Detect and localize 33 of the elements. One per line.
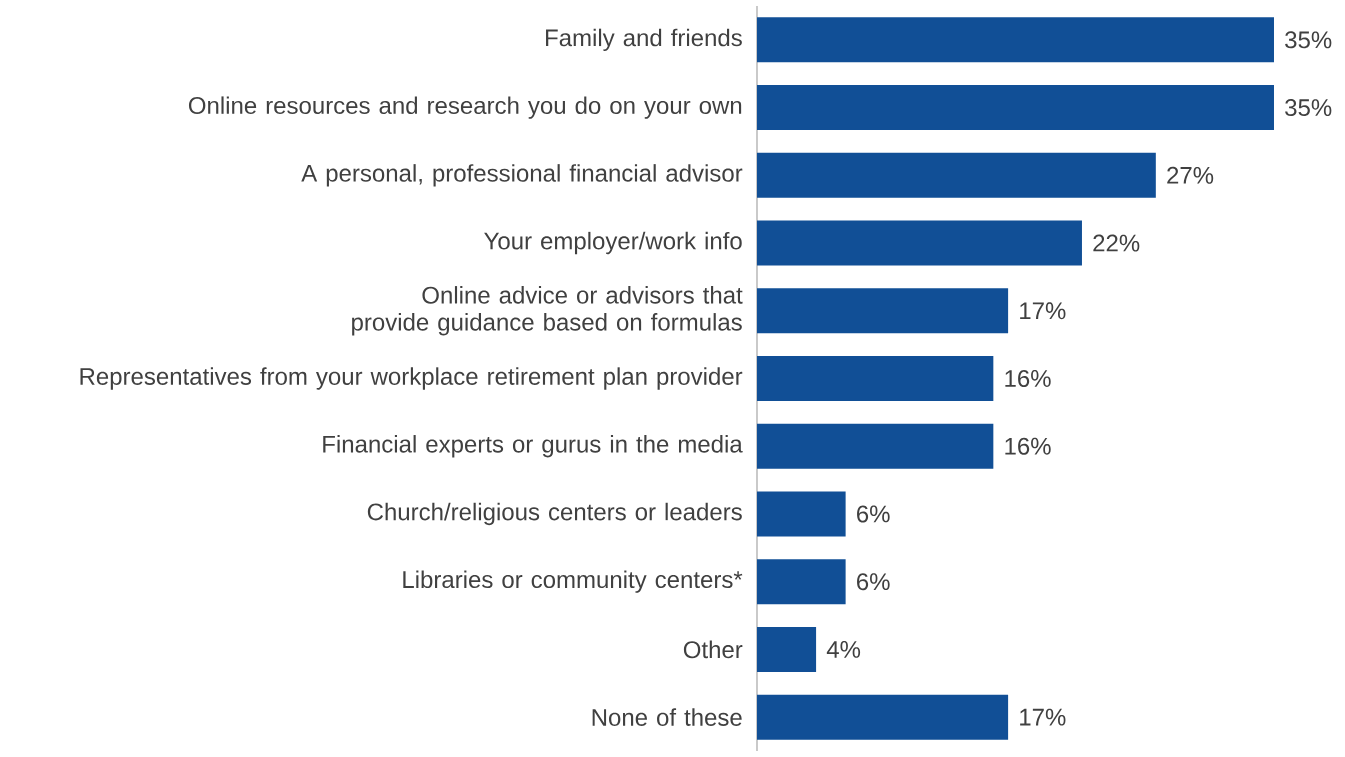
y-tick-label: Other — [683, 640, 743, 659]
y-tick-label: Family and friends — [546, 28, 742, 52]
y-tick-label: Libraries or community centers* — [403, 570, 743, 593]
y-tick-label: Financial experts or gurus in the media — [323, 435, 743, 458]
y-tick-label: None of these — [592, 708, 742, 726]
data-label: 16% — [1005, 437, 1051, 455]
y-tick-label: Online advice or advisors that provide guidance based on formulas — [352, 286, 743, 336]
bar — [757, 491, 846, 537]
data-label: 4% — [826, 641, 861, 658]
y-tick-label: Representatives from your workplace retirement plan provider — [80, 367, 743, 390]
bar — [757, 694, 1009, 740]
data-label: 27% — [1167, 166, 1214, 184]
bar — [757, 356, 994, 401]
data-label: 22% — [1093, 234, 1140, 252]
y-tick-label: Your employer/work info — [484, 231, 742, 255]
data-label: 35% — [1285, 99, 1332, 117]
y-tick-label: Online resources and research you do on your own — [188, 96, 742, 119]
data-label: 16% — [1005, 370, 1051, 387]
data-label: 6% — [857, 505, 890, 523]
bar — [757, 423, 994, 469]
data-label: 17% — [1020, 302, 1066, 320]
bar — [757, 559, 846, 605]
data-label: 6% — [857, 573, 890, 591]
bar — [757, 626, 817, 672]
data-label: 35% — [1285, 31, 1332, 49]
y-tick-label: Church/religious centers or leaders — [367, 502, 742, 526]
bar — [757, 288, 1009, 334]
bar — [757, 85, 1274, 131]
bar — [757, 152, 1156, 198]
y-tick-label: A personal, professional financial advisor — [301, 164, 743, 187]
bar — [757, 17, 1274, 63]
bar — [757, 220, 1082, 266]
data-label: 17% — [1020, 708, 1066, 726]
